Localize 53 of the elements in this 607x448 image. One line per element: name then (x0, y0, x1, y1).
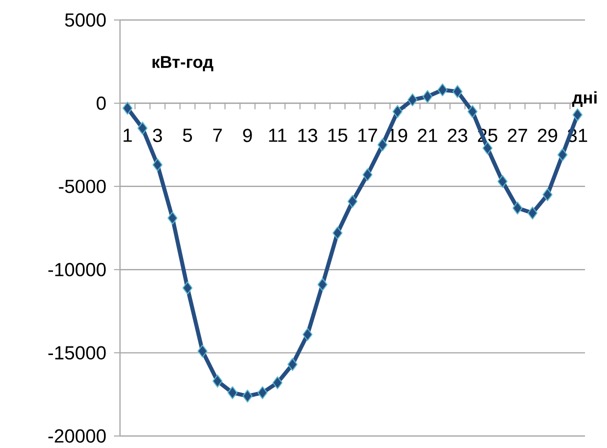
y-tick-label: 0 (96, 96, 106, 110)
point (468, 105, 478, 118)
point (228, 386, 238, 400)
point (182, 281, 192, 294)
point (288, 358, 298, 371)
x-tick-label: 17 (358, 128, 378, 142)
point (212, 374, 222, 388)
point (122, 102, 132, 115)
y-tick-label: -15000 (48, 346, 106, 360)
point (378, 138, 388, 152)
y-tick-label: -20000 (48, 429, 106, 443)
x-tick-label: 29 (538, 128, 558, 142)
point (512, 202, 523, 215)
x-tick-label: 3 (152, 128, 162, 142)
point (392, 105, 403, 118)
point (362, 168, 373, 182)
point (348, 194, 358, 208)
y-tick-label: -5000 (58, 180, 106, 194)
y-tick-label: -10000 (48, 262, 106, 276)
point (302, 328, 313, 341)
x-tick-label: 15 (328, 128, 348, 142)
point (528, 206, 538, 220)
point (422, 90, 433, 104)
x-tick-label: 5 (182, 128, 192, 142)
point (332, 226, 343, 240)
point (258, 386, 268, 400)
x-tick-label: 9 (243, 128, 252, 142)
x-axis-title: дні (572, 91, 597, 107)
point (572, 108, 583, 122)
x-tick-label: 23 (448, 128, 468, 142)
point (152, 158, 162, 172)
x-tick-label: 7 (213, 128, 222, 142)
point (138, 122, 148, 135)
point (498, 174, 508, 188)
point (318, 278, 328, 292)
x-tick-label: 27 (508, 128, 528, 142)
point (168, 212, 178, 225)
point (198, 344, 208, 358)
point (438, 83, 448, 96)
y-axis-title: кВт-год (152, 56, 214, 72)
point (408, 93, 418, 106)
point (482, 142, 493, 155)
x-tick-label: 13 (298, 128, 318, 142)
y-tick-label: 5000 (65, 13, 106, 27)
point (272, 376, 283, 390)
x-tick-label: 1 (124, 128, 132, 142)
x-tick-label: 21 (418, 128, 438, 142)
x-tick-label: 19 (388, 128, 408, 142)
x-tick-label: 11 (269, 128, 286, 142)
point (542, 188, 553, 202)
point (242, 390, 252, 403)
point (558, 148, 568, 162)
point (452, 85, 463, 98)
